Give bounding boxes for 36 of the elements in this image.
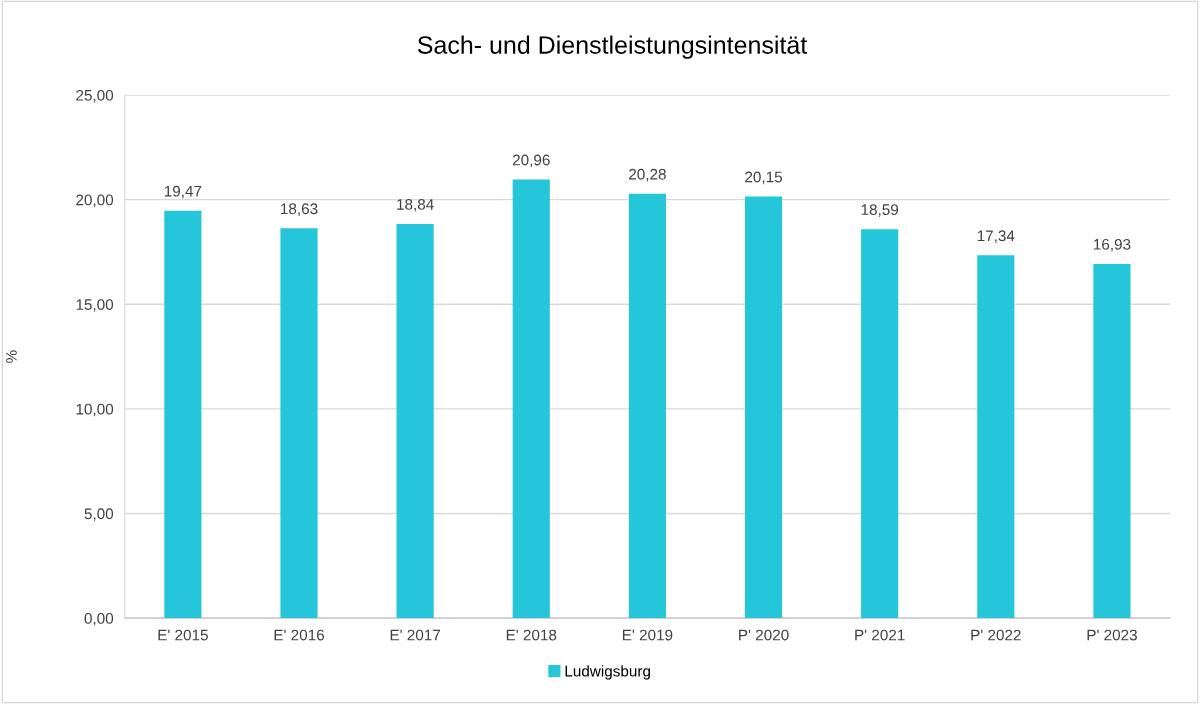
data-label: 20,15 — [745, 171, 783, 185]
y-axis-title: % — [6, 350, 17, 363]
x-tick-label: E' 2015 — [158, 629, 208, 641]
x-tick-label: P' 2020 — [739, 629, 789, 641]
y-tick-label: 10,00 — [76, 403, 114, 417]
bar — [861, 229, 899, 619]
data-label: 20,96 — [512, 154, 550, 168]
data-label: 18,84 — [397, 198, 434, 212]
bar — [977, 255, 1015, 619]
data-label: 19,47 — [164, 185, 202, 199]
y-tick-label: 15,00 — [76, 299, 114, 312]
bar — [164, 210, 202, 619]
x-tick-label: E' 2019 — [622, 629, 673, 641]
bar — [280, 228, 318, 619]
bar — [396, 223, 434, 619]
x-tick-label: E' 2016 — [274, 629, 324, 641]
data-label: 18,63 — [281, 203, 318, 216]
x-tick-label: P' 2023 — [1087, 629, 1137, 641]
data-label: 20,28 — [629, 168, 666, 182]
y-tick-label: 0,00 — [84, 612, 114, 626]
x-tick-label: P' 2021 — [855, 629, 905, 641]
chart-title: Sach- und Dienstleistungsintensität — [417, 35, 808, 59]
y-tick-label: 25,00 — [76, 89, 114, 103]
bar — [512, 179, 550, 619]
data-label: 16,93 — [1093, 238, 1131, 252]
x-tick-label: P' 2022 — [971, 629, 1021, 641]
bar — [744, 196, 783, 619]
data-label: 18,59 — [861, 204, 899, 217]
data-label: 17,34 — [977, 230, 1015, 243]
bar — [628, 193, 666, 619]
x-tick-label: E' 2018 — [506, 629, 557, 641]
y-tick-label: 5,00 — [84, 508, 114, 521]
legend-label: Ludwigsburg — [565, 665, 650, 680]
y-tick-label: 20,00 — [76, 194, 114, 208]
x-tick-label: E' 2017 — [390, 629, 441, 641]
bar — [1093, 263, 1131, 619]
